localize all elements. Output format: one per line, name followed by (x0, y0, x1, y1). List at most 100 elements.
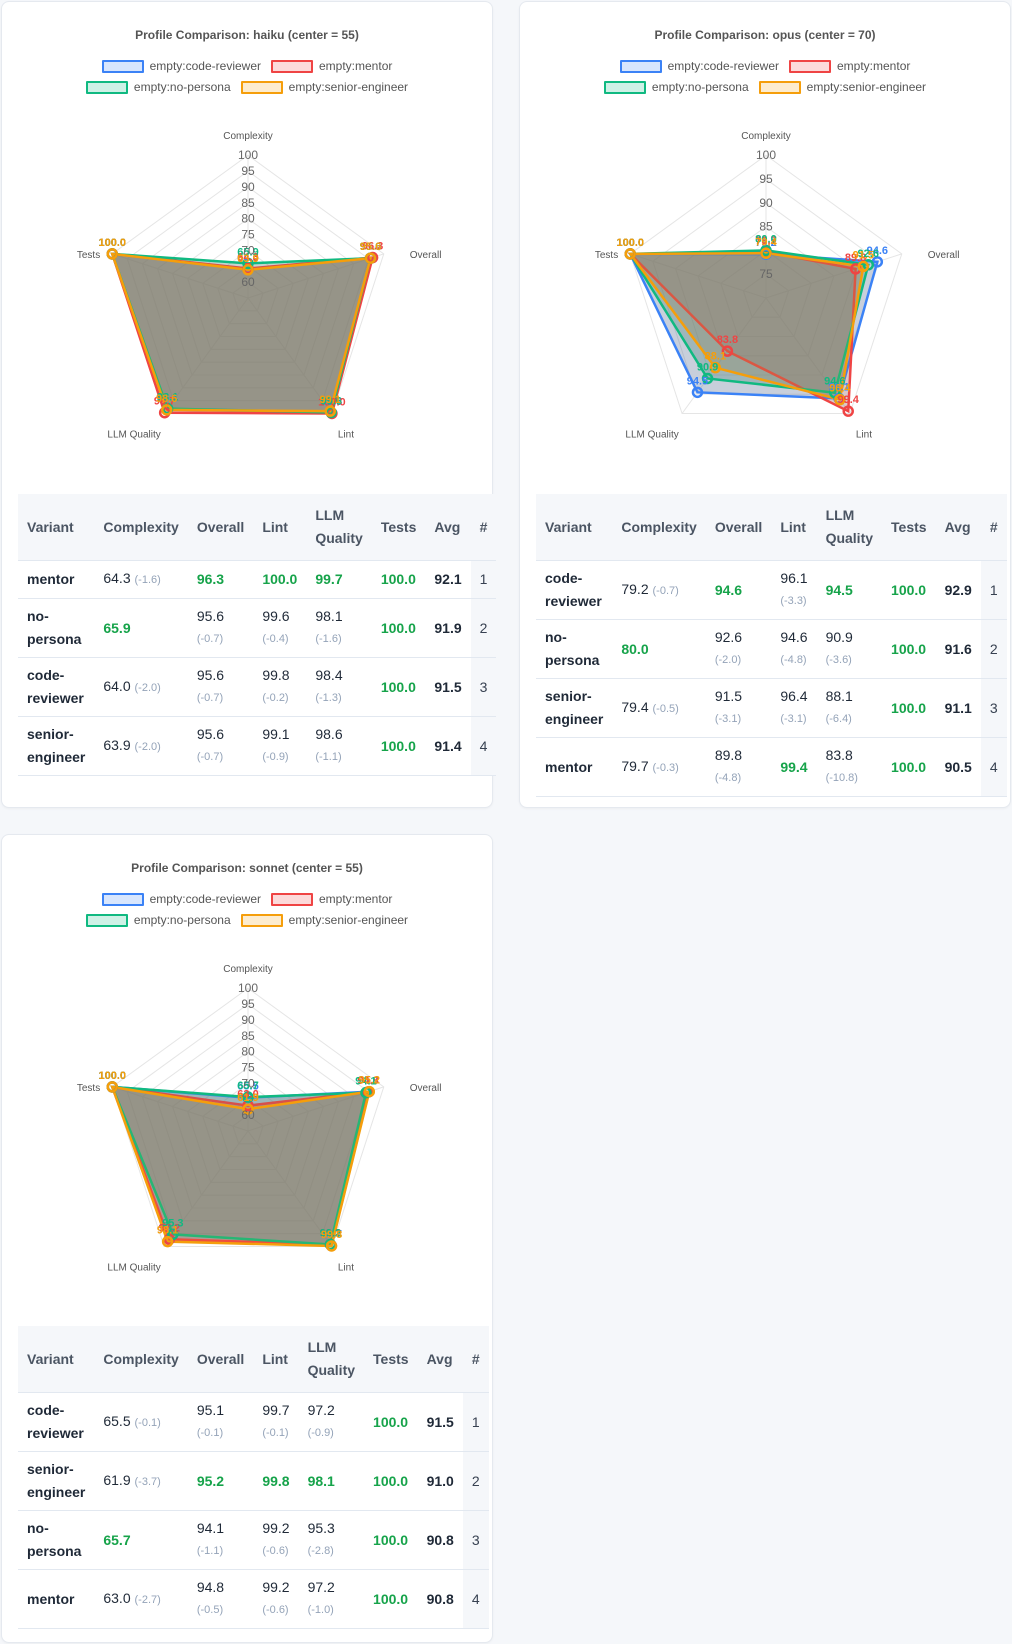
column-header-llm-quality[interactable]: LLM Quality (298, 1326, 365, 1393)
legend-item-code-reviewer[interactable]: empty:code-reviewer (101, 59, 261, 73)
column-header-variant[interactable]: Variant (18, 494, 95, 561)
results-table: Variant Complexity Overall Lint LLM Quality Te… (536, 494, 1007, 797)
cell-variant: senior-engineer (536, 678, 613, 738)
column-header-overall[interactable]: Overall (187, 494, 254, 561)
svg-text:60: 60 (241, 1108, 255, 1122)
legend-item-senior-engineer[interactable]: empty:senior-engineer (758, 80, 926, 94)
cell-variant: mentor (18, 1569, 95, 1629)
legend-item-no-persona[interactable]: empty:no-persona (603, 80, 749, 94)
cell-tests: 100.0 (364, 1392, 418, 1452)
column-header-tests[interactable]: Tests (371, 494, 426, 561)
cell-overall: 96.3 (187, 560, 254, 599)
cell-overall: 95.6 (-0.7) (187, 598, 254, 658)
column-header-tests[interactable]: Tests (882, 494, 936, 561)
cell-llm-quality: 83.8 (-10.8) (816, 737, 883, 797)
svg-text:91.5: 91.5 (853, 249, 874, 261)
legend-item-code-reviewer[interactable]: empty:code-reviewer (101, 892, 261, 906)
cell-complexity: 63.9 (-2.0) (94, 716, 188, 776)
column-header-rank[interactable]: # (462, 1326, 489, 1393)
cell-avg: 91.0 (417, 1451, 463, 1511)
table-row: no-persona 65.9 95.6 (-0.7) 99.6 (-0.4) 98.1 (-… (18, 598, 497, 658)
legend-item-senior-engineer[interactable]: empty:senior-engineer (240, 913, 409, 927)
svg-text:75: 75 (759, 267, 773, 281)
cell-complexity: 63.0 (-2.7) (94, 1569, 188, 1629)
legend-label: empty:code-reviewer (149, 59, 261, 73)
table-row: code-reviewer 64.0 (-2.0) 95.6 (-0.7) 99.8 (-… (18, 657, 497, 717)
column-header-lint[interactable]: Lint (253, 1326, 299, 1393)
svg-text:64.0: 64.0 (237, 252, 258, 264)
legend-swatch (240, 913, 283, 927)
svg-text:100.0: 100.0 (98, 237, 126, 249)
legend-item-mentor[interactable]: empty:mentor (271, 59, 392, 73)
legend-swatch (789, 59, 831, 73)
column-header-complexity[interactable]: Complexity (612, 494, 706, 561)
column-header-avg[interactable]: Avg (935, 494, 981, 561)
legend-label: empty:no-persona (133, 80, 231, 94)
cell-variant: no-persona (18, 1510, 95, 1570)
radar-chart: 65.595.199.797.2100.063.094.899.297.2100… (77, 964, 442, 1273)
cell-avg: 90.8 (417, 1510, 463, 1570)
legend-label: empty:senior-engineer (288, 913, 409, 927)
svg-text:99.2: 99.2 (320, 1227, 341, 1239)
chart-legend: empty:code-reviewer empty:mentor empty:no-… (2, 59, 492, 94)
svg-text:99.4: 99.4 (838, 394, 860, 406)
legend-item-senior-engineer[interactable]: empty:senior-engineer (240, 80, 408, 94)
column-header-llm-quality[interactable]: LLM Quality (816, 494, 883, 561)
svg-text:89.8: 89.8 (845, 252, 866, 264)
svg-text:Lint: Lint (338, 1262, 354, 1273)
svg-text:94.5: 94.5 (687, 375, 708, 387)
cell-complexity: 65.9 (94, 598, 188, 658)
cell-avg: 91.6 (935, 619, 981, 679)
cell-rank: 2 (980, 619, 1007, 679)
cell-lint: 96.4 (-3.1) (771, 678, 817, 738)
svg-text:99.2: 99.2 (320, 1227, 341, 1239)
svg-text:65.7: 65.7 (237, 1080, 258, 1092)
cell-complexity: 80.0 (612, 619, 706, 679)
legend-item-mentor[interactable]: empty:mentor (789, 59, 910, 73)
legend-swatch (101, 892, 144, 906)
svg-text:95: 95 (241, 164, 255, 178)
legend-item-code-reviewer[interactable]: empty:code-reviewer (619, 59, 779, 73)
column-header-tests[interactable]: Tests (364, 1326, 418, 1393)
cell-overall: 95.2 (187, 1451, 254, 1511)
column-header-overall[interactable]: Overall (705, 494, 772, 561)
svg-text:99.6: 99.6 (320, 395, 341, 407)
column-header-avg[interactable]: Avg (425, 494, 471, 561)
cell-complexity: 64.3 (-1.6) (94, 560, 188, 599)
legend-swatch (603, 80, 646, 94)
column-header-lint[interactable]: Lint (771, 494, 817, 561)
svg-text:61.9: 61.9 (237, 1092, 258, 1104)
svg-text:100.0: 100.0 (98, 1070, 126, 1082)
legend-item-no-persona[interactable]: empty:no-persona (85, 913, 231, 927)
column-header-complexity[interactable]: Complexity (94, 1326, 188, 1393)
svg-text:90: 90 (759, 196, 773, 210)
column-header-variant[interactable]: Variant (18, 1326, 95, 1393)
cell-variant: no-persona (536, 619, 613, 679)
cell-avg: 91.4 (425, 716, 471, 776)
cell-rank: 1 (462, 1392, 489, 1452)
cell-complexity: 65.5 (-0.1) (94, 1392, 188, 1452)
chart-title: Profile Comparison: haiku (center = 55) (135, 28, 359, 42)
cell-complexity: 65.7 (94, 1510, 188, 1570)
column-header-avg[interactable]: Avg (417, 1326, 463, 1393)
cell-complexity: 61.9 (-3.7) (94, 1451, 188, 1511)
column-header-variant[interactable]: Variant (536, 494, 613, 561)
column-header-complexity[interactable]: Complexity (94, 494, 188, 561)
column-header-rank[interactable]: # (470, 494, 497, 561)
column-header-rank[interactable]: # (980, 494, 1007, 561)
svg-text:79.2: 79.2 (755, 237, 776, 249)
svg-text:85: 85 (241, 196, 255, 210)
cell-tests: 100.0 (882, 678, 936, 738)
column-header-overall[interactable]: Overall (187, 1326, 254, 1393)
legend-item-mentor[interactable]: empty:mentor (271, 892, 392, 906)
legend-item-no-persona[interactable]: empty:no-persona (85, 80, 231, 94)
cell-lint: 99.2 (-0.6) (253, 1510, 299, 1570)
column-header-llm-quality[interactable]: LLM Quality (306, 494, 372, 561)
column-header-lint[interactable]: Lint (253, 494, 307, 561)
cell-overall: 94.6 (705, 560, 772, 620)
svg-text:LLM Quality: LLM Quality (625, 429, 678, 440)
cell-rank: 4 (470, 716, 497, 776)
cell-avg: 91.1 (935, 678, 981, 738)
legend-label: empty:no-persona (651, 80, 749, 94)
cell-lint: 96.1 (-3.3) (771, 560, 817, 620)
